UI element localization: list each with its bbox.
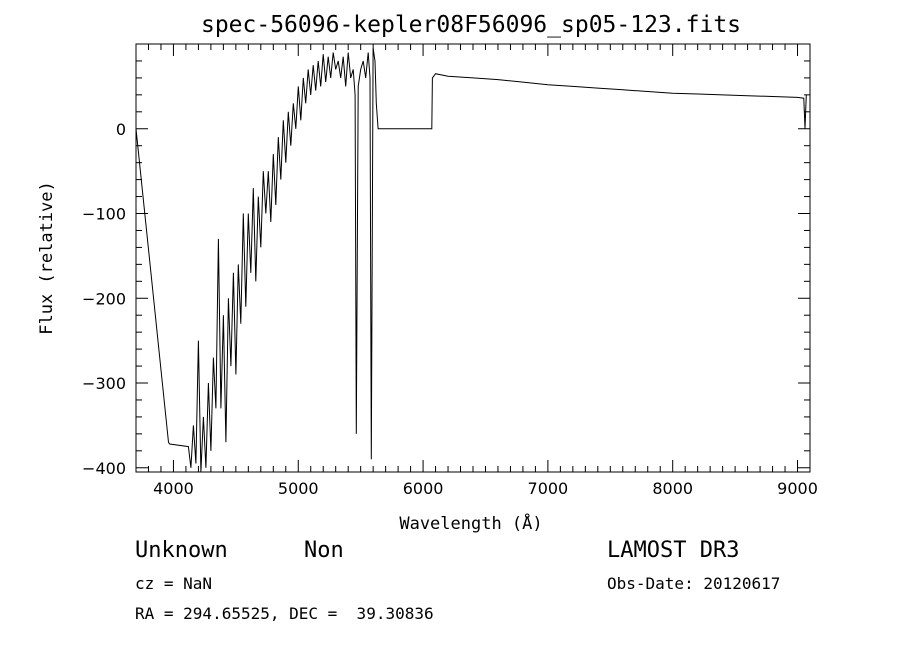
- plot-frame: [135, 43, 811, 473]
- y-tick-label: −200: [82, 289, 126, 308]
- x-axis-label: Wavelength (Å): [399, 512, 542, 534]
- x-tick-label: 7000: [528, 479, 569, 498]
- y-tick-label: −100: [82, 205, 126, 224]
- y-axis-label: Flux (relative): [37, 181, 57, 335]
- redshift-label: cz = NaN: [135, 574, 213, 593]
- axis-tick-labels: 4000 5000 6000 7000 8000 9000 0 −100 −200 −300 −40…: [82, 120, 818, 498]
- obs-date-label: Obs-Date: 20120617: [607, 574, 781, 593]
- x-tick-label: 9000: [777, 479, 818, 498]
- axis-ticks: [136, 44, 811, 472]
- x-tick-label: 6000: [403, 479, 444, 498]
- x-tick-label: 4000: [153, 479, 194, 498]
- survey-label: LAMOST DR3: [607, 538, 740, 563]
- flux-series-line: [135, 48, 807, 473]
- coordinates-label: RA = 294.65525, DEC = 39.30836: [135, 604, 434, 623]
- y-tick-label: −300: [82, 374, 126, 393]
- y-tick-label: 0: [116, 120, 126, 139]
- chart-title: spec-56096-kepler08F56096_sp05-123.fits: [201, 12, 741, 38]
- y-tick-label: −400: [82, 459, 126, 478]
- x-tick-label: 8000: [652, 479, 693, 498]
- object-subclass: Non: [304, 538, 344, 563]
- object-class: Unknown: [135, 538, 228, 563]
- x-tick-label: 5000: [278, 479, 319, 498]
